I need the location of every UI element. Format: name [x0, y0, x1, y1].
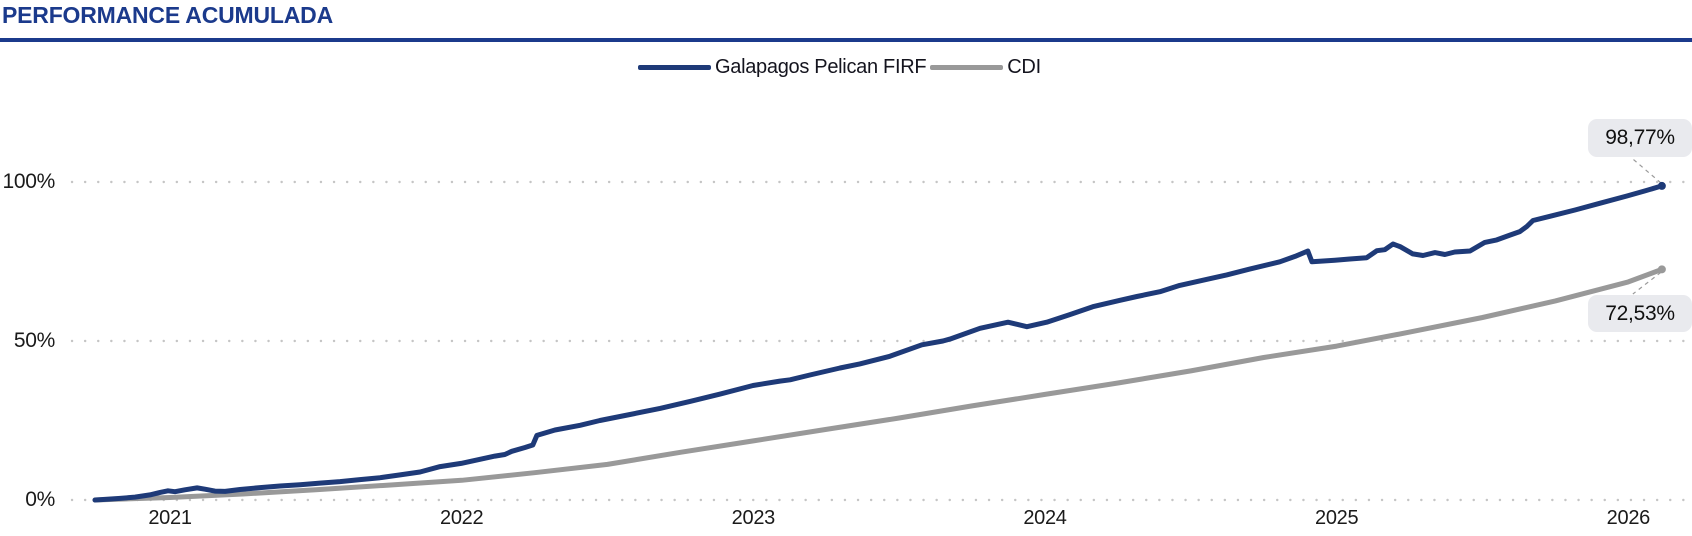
x-tick-2024: 2024: [1023, 507, 1067, 529]
page-title: PERFORMANCE ACUMULADA: [2, 2, 333, 28]
x-tick-2025: 2025: [1315, 507, 1359, 529]
y-tick-0: 0%: [25, 488, 55, 511]
fund-callout-connector: [1632, 158, 1662, 184]
title-underline: [0, 38, 1692, 42]
y-tick-50: 50%: [13, 329, 55, 352]
legend-label-cdi: CDI: [1007, 55, 1041, 78]
x-tick-2026: 2026: [1606, 507, 1651, 529]
y-tick-100: 100%: [2, 170, 55, 193]
fund-line-swatch: [638, 64, 711, 70]
cdi-line-swatch: [930, 64, 1004, 70]
x-tick-2022: 2022: [440, 507, 484, 529]
cdi-callout-connector: [1632, 271, 1662, 295]
x-tick-2023: 2023: [731, 507, 776, 529]
fund-end-value-callout: 98,77%: [1588, 119, 1692, 157]
endpoint-marker-cdi: [1657, 265, 1666, 274]
x-tick-2021: 2021: [148, 507, 192, 529]
series-line-galapagos-pelican-firf: [92, 183, 1665, 503]
legend-label-fund: Galapagos Pelican FIRF: [715, 55, 927, 78]
cdi-end-value-callout: 72,53%: [1588, 295, 1692, 332]
series-line-cdi: [92, 266, 1665, 503]
chart-legend: Galapagos Pelican FIRF CDI: [638, 55, 1041, 79]
endpoint-marker-galapagos-pelican-firf: [1657, 181, 1666, 190]
